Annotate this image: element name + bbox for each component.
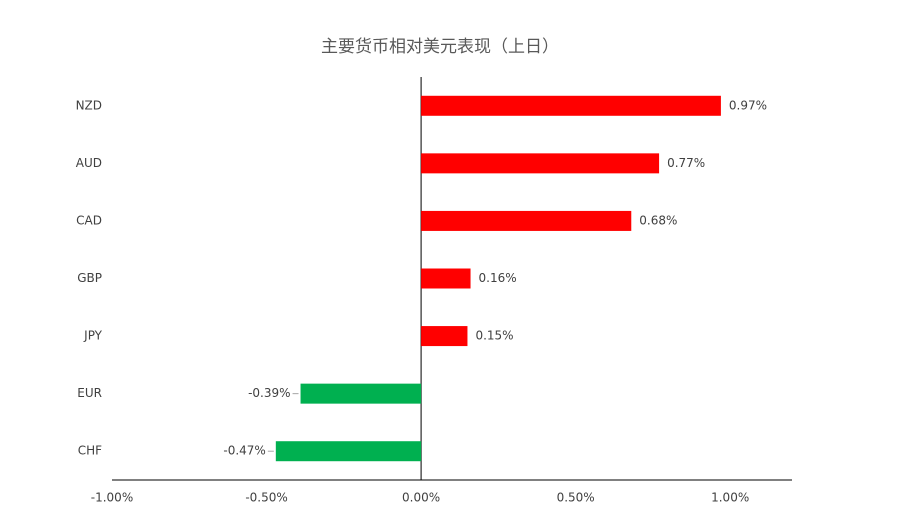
y-tick-label: NZD xyxy=(76,98,102,112)
x-tick-label: -1.00% xyxy=(91,491,133,505)
x-tick-label: 1.00% xyxy=(711,491,749,505)
value-label: -0.47% xyxy=(223,444,265,458)
y-tick-label: EUR xyxy=(77,386,102,400)
bar xyxy=(421,326,468,347)
bar xyxy=(275,441,422,462)
x-tick-label: 0.50% xyxy=(557,491,595,505)
bar xyxy=(300,383,422,404)
y-tick-label: AUD xyxy=(76,156,102,170)
y-tick-label: CHF xyxy=(78,444,102,458)
value-label: 0.16% xyxy=(479,271,517,285)
bar xyxy=(421,95,721,116)
value-label: -0.39% xyxy=(248,386,290,400)
x-tick-label: -0.50% xyxy=(245,491,287,505)
x-tick-label: 0.00% xyxy=(402,491,440,505)
y-tick-label: CAD xyxy=(76,213,102,227)
y-tick-label: JPY xyxy=(83,329,103,343)
chart-title: 主要货币相对美元表现（上日） xyxy=(321,37,559,57)
bar xyxy=(421,210,632,231)
bar xyxy=(421,153,660,174)
bar xyxy=(421,268,471,289)
value-label: 0.97% xyxy=(729,98,767,112)
value-label: 0.77% xyxy=(667,156,705,170)
value-label: 0.68% xyxy=(639,213,677,227)
value-label: 0.15% xyxy=(475,329,513,343)
y-tick-label: GBP xyxy=(77,271,102,285)
